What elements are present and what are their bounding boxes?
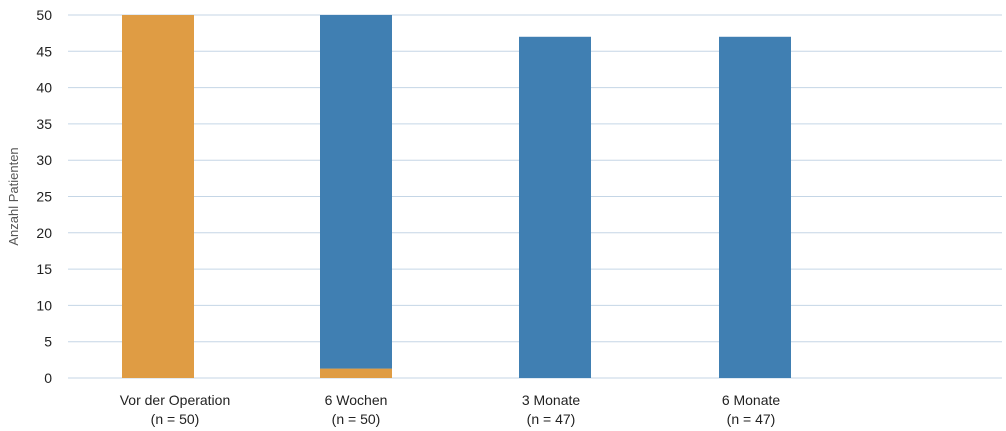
bar-segment-0-0	[122, 15, 194, 378]
bar-layer	[122, 15, 791, 378]
x-category-sample-size: (n = 47)	[727, 411, 776, 427]
y-tick-labels: 0 5 10 15 20 25 30 35 40 45 50	[36, 7, 52, 386]
x-category-label: Vor der Operation	[120, 392, 231, 408]
y-tick-label: 10	[36, 297, 52, 313]
y-tick-label: 45	[36, 43, 52, 59]
bar-segment-1-0	[320, 368, 392, 378]
bar-segment-3-1	[719, 36, 791, 378]
x-category-label: 3 Monate	[522, 392, 581, 408]
y-tick-label: 20	[36, 225, 52, 241]
x-category-labels: Vor der Operation (n = 50) 6 Wochen (n = 50…	[120, 392, 781, 427]
y-tick-label: 50	[36, 7, 52, 23]
y-tick-label: 30	[36, 152, 52, 168]
x-category-sample-size: (n = 47)	[527, 411, 576, 427]
x-category-sample-size: (n = 50)	[332, 411, 381, 427]
bar-segment-1-1	[320, 15, 392, 369]
y-tick-label: 15	[36, 261, 52, 277]
x-category-sample-size: (n = 50)	[151, 411, 200, 427]
y-tick-label: 35	[36, 116, 52, 132]
y-axis-title: Anzahl Patienten	[6, 147, 21, 245]
y-tick-label: 5	[44, 334, 52, 350]
bar-segment-2-1	[519, 36, 591, 378]
y-tick-label: 0	[44, 370, 52, 386]
x-category-label: 6 Monate	[722, 392, 781, 408]
y-tick-label: 40	[36, 80, 52, 96]
x-category-label: 6 Wochen	[325, 392, 388, 408]
y-tick-label: 25	[36, 189, 52, 205]
